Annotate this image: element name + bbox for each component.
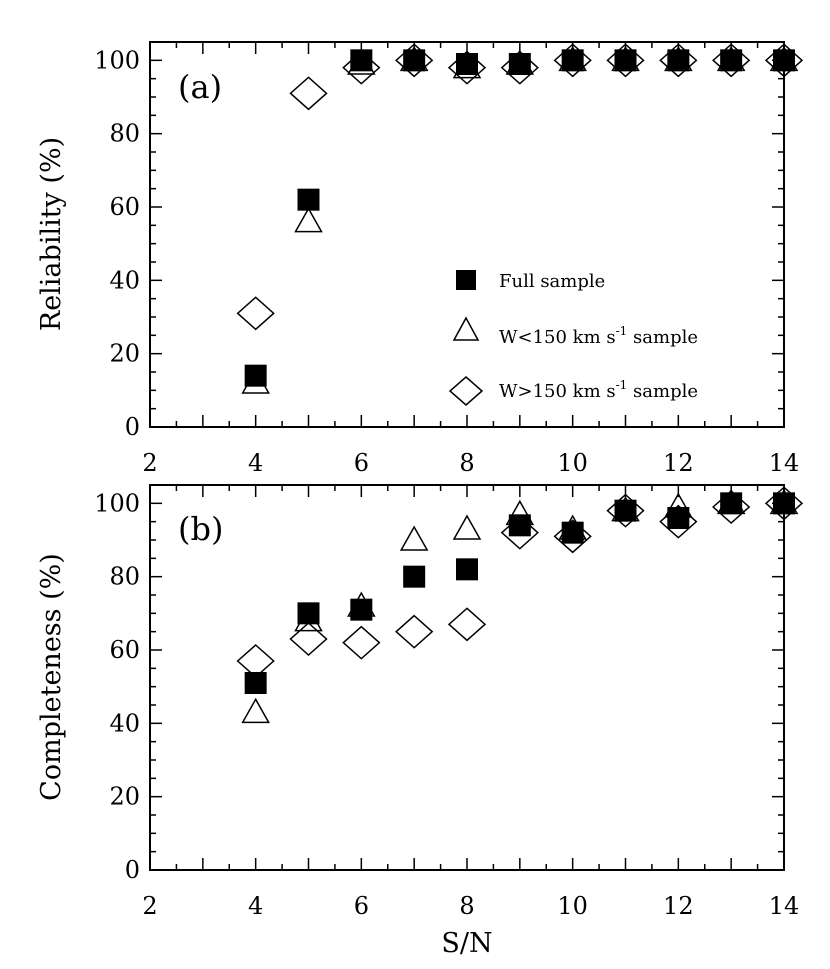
point-full-sample <box>773 492 795 515</box>
point-full-sample <box>720 492 743 515</box>
legend-label-narrow: W<150 km s-1 sample <box>499 324 698 348</box>
x-tick-label: 6 <box>354 449 369 477</box>
y-ticks-a <box>150 41 784 428</box>
x-tick-label: 10 <box>557 892 588 920</box>
y-tick-label: 80 <box>109 120 140 148</box>
point-full-sample <box>244 364 267 387</box>
x-tick-label: 8 <box>459 449 474 477</box>
x-tick-label: 14 <box>769 449 800 477</box>
x-tick-label: 14 <box>769 892 800 920</box>
point-narrow-sample <box>452 514 482 540</box>
x-tick-label: 6 <box>354 892 369 920</box>
point-wide-sample <box>712 43 751 78</box>
point-full-sample <box>297 602 320 625</box>
point-wide-sample <box>712 489 751 525</box>
y-tick-label: 60 <box>109 636 140 664</box>
point-narrow-sample <box>294 207 323 233</box>
x-tick-label: 12 <box>663 449 694 477</box>
point-narrow-sample <box>399 525 429 551</box>
point-full-sample <box>720 49 743 72</box>
x-tick-label: 4 <box>248 449 263 477</box>
y-tick-label: 100 <box>94 46 140 74</box>
point-full-sample <box>508 53 531 75</box>
point-wide-sample <box>289 76 328 111</box>
point-full-sample <box>614 49 637 72</box>
x-tick-labels-a: 2 4 6 8 10 12 14 <box>142 449 799 477</box>
point-full-sample <box>667 507 690 529</box>
y-tick-labels-a: 0 20 40 60 80 100 <box>94 46 140 441</box>
point-wide-sample <box>447 607 487 642</box>
x-tick-labels-b: 2 4 6 8 10 12 14 <box>142 892 799 920</box>
legend-label-full: Full sample <box>499 271 605 292</box>
point-full-sample <box>350 598 373 621</box>
point-wide-sample <box>500 50 539 85</box>
legend-marker-wide <box>448 376 484 406</box>
y-tick-label: 0 <box>125 413 140 441</box>
markers-b <box>236 486 804 724</box>
y-axis-label-b: Completeness (%) <box>36 553 67 801</box>
point-wide-sample <box>395 43 434 78</box>
y-tick-label: 60 <box>109 193 140 221</box>
x-tick-label: 8 <box>459 892 474 920</box>
point-full-sample <box>350 49 373 72</box>
point-wide-sample <box>764 486 804 521</box>
x-tick-label: 10 <box>557 449 588 477</box>
y-tick-label: 80 <box>109 563 140 591</box>
point-wide-sample <box>289 621 328 657</box>
y-tick-label: 100 <box>94 489 140 517</box>
x-tick-label: 4 <box>248 892 263 920</box>
point-wide-sample <box>500 515 539 550</box>
legend-marker-narrow <box>452 316 480 341</box>
legend: Full sample W<150 km s-1 sample W>150 km… <box>448 270 698 406</box>
x-ticks-b <box>149 485 785 870</box>
y-tick-label: 0 <box>125 856 140 884</box>
point-full-sample <box>667 49 690 72</box>
point-full-sample <box>297 188 320 211</box>
panel-reliability: 2 4 6 8 10 12 14 0 20 40 60 80 100 (a) Reliability … <box>36 41 804 477</box>
x-tick-label: 12 <box>663 892 694 920</box>
point-wide-sample <box>342 625 381 660</box>
y-ticks-b <box>150 484 784 871</box>
point-wide-sample <box>342 50 381 85</box>
point-full-sample <box>244 672 267 694</box>
markers-a <box>236 43 804 394</box>
y-tick-label: 40 <box>109 709 140 737</box>
point-wide-sample <box>447 50 487 85</box>
point-wide-sample <box>553 43 592 78</box>
point-full-sample <box>403 49 426 72</box>
point-narrow-sample <box>241 697 270 724</box>
y-tick-labels-b: 0 20 40 60 80 100 <box>94 489 140 884</box>
panel-completeness: 2 4 6 8 10 12 14 0 20 40 60 80 100 (b) Completeness… <box>36 484 804 959</box>
point-wide-sample <box>236 296 275 331</box>
point-full-sample <box>561 521 584 544</box>
panel-label-a: (a) <box>178 68 222 106</box>
legend-marker-full <box>456 270 476 290</box>
y-tick-label: 40 <box>109 266 140 294</box>
point-wide-sample <box>395 614 434 649</box>
point-wide-sample <box>659 43 698 78</box>
point-full-sample <box>561 49 584 72</box>
point-wide-sample <box>764 43 804 78</box>
legend-label-wide: W>150 km s-1 sample <box>499 378 698 402</box>
point-wide-sample <box>606 493 645 528</box>
y-tick-label: 20 <box>109 340 140 368</box>
y-axis-label-a: Reliability (%) <box>36 137 67 331</box>
point-full-sample <box>456 53 478 75</box>
point-full-sample <box>403 565 426 588</box>
panel-label-b: (b) <box>178 510 223 548</box>
point-full-sample <box>508 514 531 537</box>
y-tick-label: 20 <box>109 783 140 811</box>
point-full-sample <box>773 49 795 72</box>
x-axis-label: S/N <box>441 928 492 959</box>
point-full-sample <box>456 558 478 581</box>
point-full-sample <box>614 499 637 522</box>
point-wide-sample <box>553 519 592 554</box>
point-wide-sample <box>606 43 645 78</box>
x-tick-label: 2 <box>142 449 157 477</box>
x-tick-label: 2 <box>142 892 157 920</box>
